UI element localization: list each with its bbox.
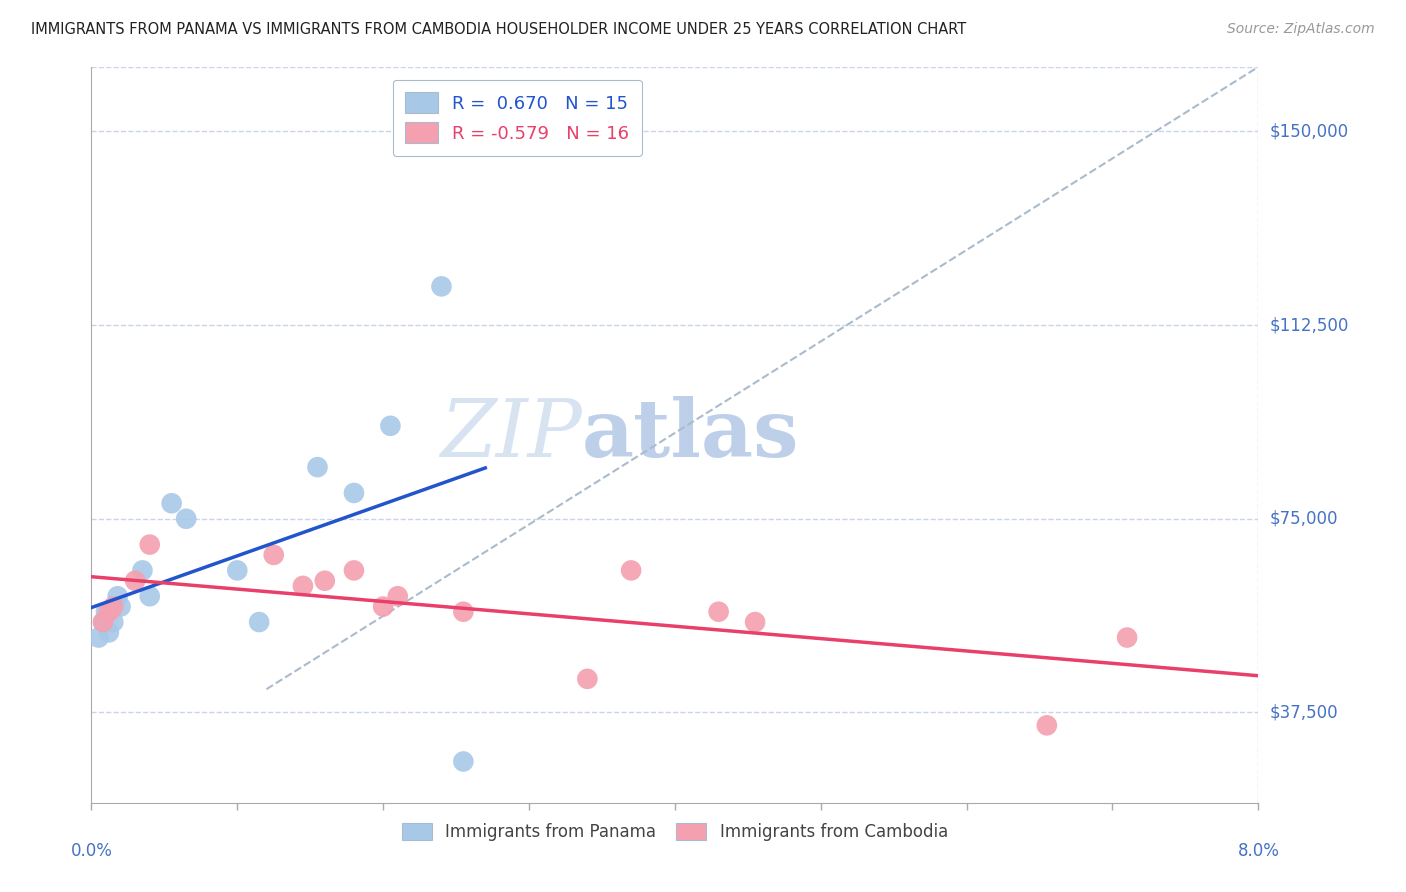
Point [94,605,117,619]
Point [124,574,146,588]
Point [371,599,394,614]
Point [343,486,366,500]
Text: $150,000: $150,000 [1270,122,1348,140]
Text: IMMIGRANTS FROM PANAMA VS IMMIGRANTS FROM CAMBODIA HOUSEHOLDER INCOME UNDER 25 Y: IMMIGRANTS FROM PANAMA VS IMMIGRANTS FRO… [31,22,966,37]
Text: 0.0%: 0.0% [70,842,112,860]
Text: atlas: atlas [582,396,799,474]
Point [97,605,120,619]
Point [110,599,132,614]
Text: Source: ZipAtlas.com: Source: ZipAtlas.com [1227,22,1375,37]
Point [1116,631,1139,645]
Point [138,589,162,603]
Legend: Immigrants from Panama, Immigrants from Cambodia: Immigrants from Panama, Immigrants from … [394,814,956,850]
Text: ZIP: ZIP [440,396,582,474]
Point [314,574,336,588]
Point [263,548,285,562]
Point [91,615,114,629]
Point [387,589,409,603]
Point [87,631,110,645]
Point [131,563,153,577]
Point [174,512,197,526]
Point [247,615,270,629]
Point [107,589,129,603]
Point [307,460,329,475]
Text: 8.0%: 8.0% [1237,842,1279,860]
Text: $37,500: $37,500 [1270,704,1339,722]
Text: $112,500: $112,500 [1270,316,1348,334]
Point [576,672,599,686]
Point [91,615,114,629]
Point [620,563,643,577]
Point [226,563,249,577]
Point [430,279,453,293]
Point [103,615,125,629]
Point [160,496,183,510]
Point [380,418,402,433]
Point [744,615,766,629]
Point [343,563,366,577]
Point [453,755,475,769]
Point [103,599,125,614]
Point [1036,718,1059,732]
Text: $75,000: $75,000 [1270,509,1339,528]
Point [707,605,730,619]
Point [138,538,162,552]
Point [291,579,314,593]
Point [97,625,120,640]
Point [453,605,475,619]
